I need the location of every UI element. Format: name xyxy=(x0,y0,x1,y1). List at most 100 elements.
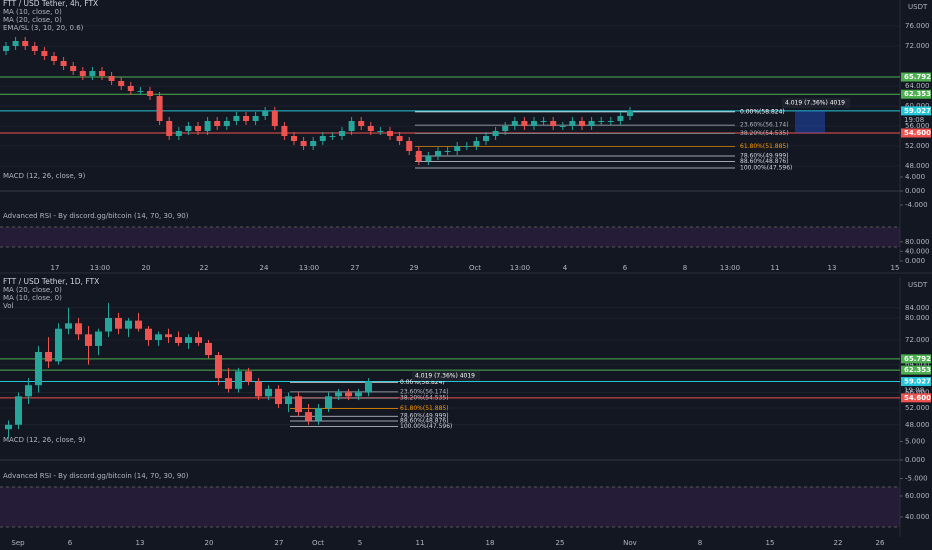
time-label: 11 xyxy=(416,539,425,547)
price-tick-label: 52.000 xyxy=(905,142,930,150)
candle-body xyxy=(166,121,173,136)
candle-body xyxy=(3,46,9,51)
time-label: 20 xyxy=(142,264,151,272)
price-tick-label: 56.000 xyxy=(905,389,930,397)
macd-tick-label: -5.000 xyxy=(905,475,928,483)
candle-body xyxy=(79,71,86,76)
macd-tick-label: 0.000 xyxy=(905,456,925,464)
level-tag xyxy=(901,72,931,82)
time-label: 25 xyxy=(556,539,565,547)
candle-body xyxy=(22,41,29,46)
candle-body xyxy=(125,320,132,329)
candle-body xyxy=(473,141,480,146)
candle-body xyxy=(415,151,422,161)
level-tag xyxy=(901,377,931,387)
candle-body xyxy=(175,337,182,343)
candle-body xyxy=(147,91,153,96)
price-tick-label: 52.000 xyxy=(905,404,930,412)
candle-body xyxy=(365,381,372,393)
time-label: Nov xyxy=(623,539,637,547)
candle-body xyxy=(339,131,345,136)
fib-label: 88.60%(48.876) xyxy=(740,158,789,165)
candle-body xyxy=(105,318,112,332)
fib-label: 78.60%(49.999) xyxy=(400,413,449,420)
time-label: 6 xyxy=(68,539,73,547)
candle-body xyxy=(291,136,297,141)
candle-body xyxy=(155,334,162,341)
rsi-tick-label: 40.000 xyxy=(905,247,930,255)
level-tag xyxy=(901,365,931,375)
fib-label: 78.60%(49.999) xyxy=(740,153,789,160)
candle-body xyxy=(215,355,222,379)
candle-body xyxy=(135,320,142,329)
fib-label: 23.60%(56.174) xyxy=(400,388,449,395)
level-label: 62.353 xyxy=(904,366,931,374)
time-label: 13:00 xyxy=(299,264,319,272)
time-label: 5 xyxy=(358,539,362,547)
indicator-label: Vol xyxy=(3,302,14,310)
candle-body xyxy=(245,371,252,382)
candle-body xyxy=(521,121,528,126)
fib-label: 0.00%(58.824) xyxy=(740,108,785,115)
measure-box xyxy=(795,110,825,133)
candle-body xyxy=(435,151,441,156)
rsi-title: Advanced RSI - By discord.gg/bitcoin (14… xyxy=(3,472,189,480)
measure-tag xyxy=(782,98,850,108)
level-label: 65.792 xyxy=(904,355,931,363)
candle-body xyxy=(5,424,12,430)
macd-tick-label: 4.000 xyxy=(905,173,925,181)
candle-body xyxy=(265,388,272,397)
candle-body xyxy=(45,351,52,362)
candle-body xyxy=(377,131,384,132)
candle-body xyxy=(348,121,355,131)
price-tick-label: 56.000 xyxy=(905,122,930,130)
time-label: 15 xyxy=(891,264,900,272)
price-tick-label: 60.000 xyxy=(905,102,930,110)
candle-body xyxy=(271,111,278,126)
candle-body xyxy=(275,388,282,405)
fib-label: 23.60%(56.174) xyxy=(740,122,789,129)
price-tick-label: 80.000 xyxy=(905,314,930,322)
candle-body xyxy=(502,126,509,131)
candle-body xyxy=(214,121,221,126)
rsi-title: Advanced RSI - By discord.gg/bitcoin (14… xyxy=(3,212,189,220)
candle-body xyxy=(329,136,336,137)
rsi-tick-label: 40.000 xyxy=(905,513,930,521)
fib-label: 100.00%(47.596) xyxy=(400,423,452,430)
candle-body xyxy=(25,385,32,397)
candle-body xyxy=(255,381,262,397)
level-label: 59.027 xyxy=(904,107,931,115)
time-label: 13 xyxy=(136,539,145,547)
candle-body xyxy=(70,66,77,71)
candle-body xyxy=(65,323,72,329)
candle-body xyxy=(243,116,249,121)
candle-body xyxy=(540,121,547,122)
candle-body xyxy=(235,371,242,389)
candle-body xyxy=(89,71,96,76)
rsi-tick-label: 80.000 xyxy=(905,238,930,246)
candle-body xyxy=(295,396,302,413)
candle-body xyxy=(627,111,633,116)
candle-body xyxy=(195,126,201,131)
level-tag xyxy=(901,393,931,403)
measure-tag xyxy=(412,371,480,381)
candle-body xyxy=(35,351,42,386)
price-tick-label: 84.000 xyxy=(905,304,930,312)
rsi-band xyxy=(0,227,900,247)
candle-body xyxy=(225,378,232,389)
time-label: 24 xyxy=(260,264,269,272)
candle-body xyxy=(345,392,352,397)
candle-body xyxy=(31,46,38,51)
fib-label: 38.20%(54.535) xyxy=(740,130,789,137)
candle-body xyxy=(108,76,115,81)
candle-body xyxy=(492,131,499,136)
candle-body xyxy=(483,136,489,141)
time-label: 20 xyxy=(205,539,214,547)
candle-body xyxy=(55,328,62,362)
candle-body xyxy=(367,126,374,131)
candle-body xyxy=(205,342,212,356)
candle-body xyxy=(607,121,614,122)
macd-title: MACD (12, 26, close, 9) xyxy=(3,172,86,180)
candle-body xyxy=(319,136,326,141)
candle-body xyxy=(165,334,172,338)
